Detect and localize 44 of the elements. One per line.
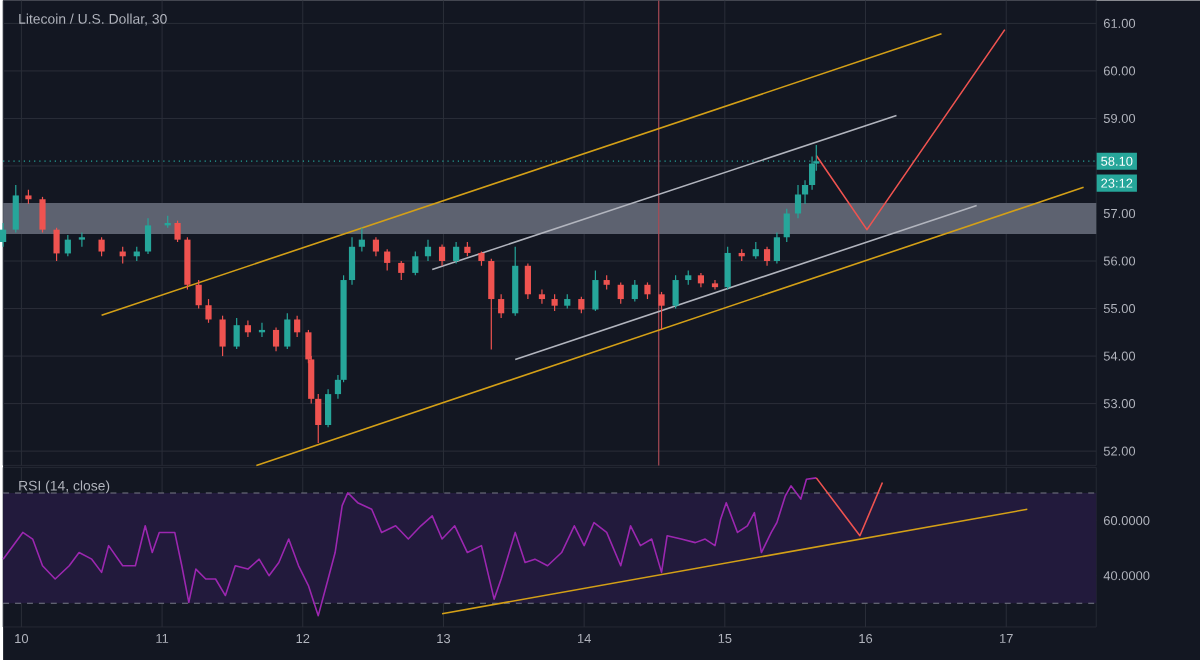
candlestick — [592, 269, 599, 312]
candlestick — [424, 238, 432, 262]
candlestick — [384, 248, 391, 271]
candlestick — [724, 245, 731, 290]
candlestick — [372, 236, 380, 257]
candlestick — [98, 236, 105, 257]
candlestick — [325, 388, 332, 428]
candlestick — [773, 231, 780, 264]
candlestick — [763, 245, 771, 266]
candlestick — [174, 219, 181, 243]
candlestick — [348, 236, 356, 285]
candlestick — [412, 250, 419, 276]
candlestick — [184, 236, 191, 290]
candlestick — [195, 279, 202, 309]
line-series — [2, 476, 818, 617]
candlestick — [284, 312, 291, 350]
candlestick — [53, 226, 60, 262]
candlestick — [398, 259, 405, 281]
candlestick — [498, 293, 505, 319]
candlestick — [658, 290, 665, 330]
candlestick — [672, 274, 679, 309]
candlestick — [272, 326, 280, 352]
candlestick — [12, 183, 19, 233]
candlestick — [453, 240, 460, 264]
candlestick — [64, 233, 71, 257]
candlestick — [488, 257, 495, 350]
candlestick — [39, 195, 46, 233]
candlestick — [512, 245, 519, 316]
candlestick — [538, 288, 546, 304]
candlestick — [78, 231, 85, 247]
candlestick — [219, 314, 226, 357]
candlestick — [205, 298, 212, 323]
candlestick — [233, 317, 240, 350]
candlestick — [144, 217, 152, 255]
candlestick — [524, 262, 531, 300]
candlestick — [438, 243, 446, 266]
candlestick — [631, 279, 638, 302]
candlestick — [617, 281, 624, 304]
candlestick — [794, 183, 802, 219]
candlestick — [294, 314, 301, 338]
candlestick — [783, 207, 790, 243]
candlestick — [244, 319, 251, 338]
candlestick — [0, 221, 7, 247]
candlestick — [358, 226, 365, 252]
